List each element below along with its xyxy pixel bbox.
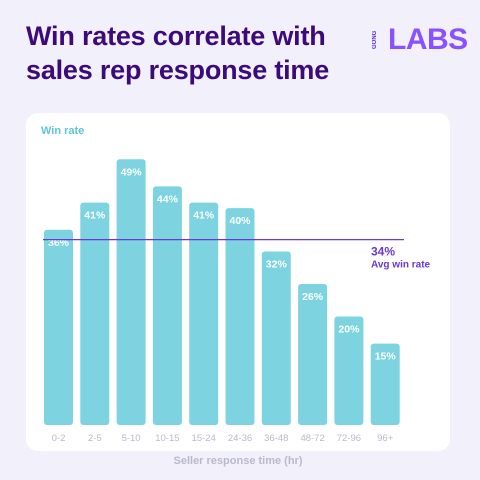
bar-value-label: 36% [48,237,70,249]
x-tick-label: 48-72 [300,433,324,444]
x-tick-label: 72-96 [337,433,361,444]
bar-value-label: 32% [266,258,288,270]
bar-48-72 [298,284,328,425]
avg-win-rate-label: Avg win rate [371,260,431,271]
bar-value-label: 20% [338,324,360,336]
bar-2-5 [80,202,110,425]
gong-labs-logo: GONG LABS [372,22,468,58]
y-axis-label: Win rate [41,125,85,137]
bar-value-label: 44% [157,193,179,205]
x-tick-label: 15-24 [192,433,216,444]
x-axis-label: Seller response time (hr) [173,455,303,467]
bar-value-label: 41% [84,210,106,222]
bar-15-24 [189,202,219,425]
bar-24-36 [225,208,255,425]
logo-labs-text: LABS [388,23,468,56]
x-tick-label: 0-2 [52,433,66,444]
bar-10-15 [152,186,182,425]
bar-value-label: 26% [302,291,324,303]
x-tick-label: 36-48 [264,433,288,444]
bar-5-10 [116,159,146,425]
bar-value-label: 15% [375,351,397,363]
bar-0-2 [44,229,73,425]
bar-value-label: 49% [121,166,143,178]
bar-value-label: 40% [229,215,251,227]
x-tick-label: 96+ [377,433,394,444]
x-tick-label: 2-5 [88,433,102,444]
x-tick-label: 10-15 [155,433,179,444]
bar-96+ [370,343,400,425]
chart-title: Win rates correlate with sales rep respo… [26,21,330,85]
x-tick-label: 5-10 [122,433,141,444]
bar-72-96 [334,316,364,425]
avg-win-rate-value: 34% [371,245,395,259]
bar-value-label: 41% [193,210,215,222]
bar-36-48 [261,251,291,425]
x-tick-label: 24-36 [228,433,252,444]
